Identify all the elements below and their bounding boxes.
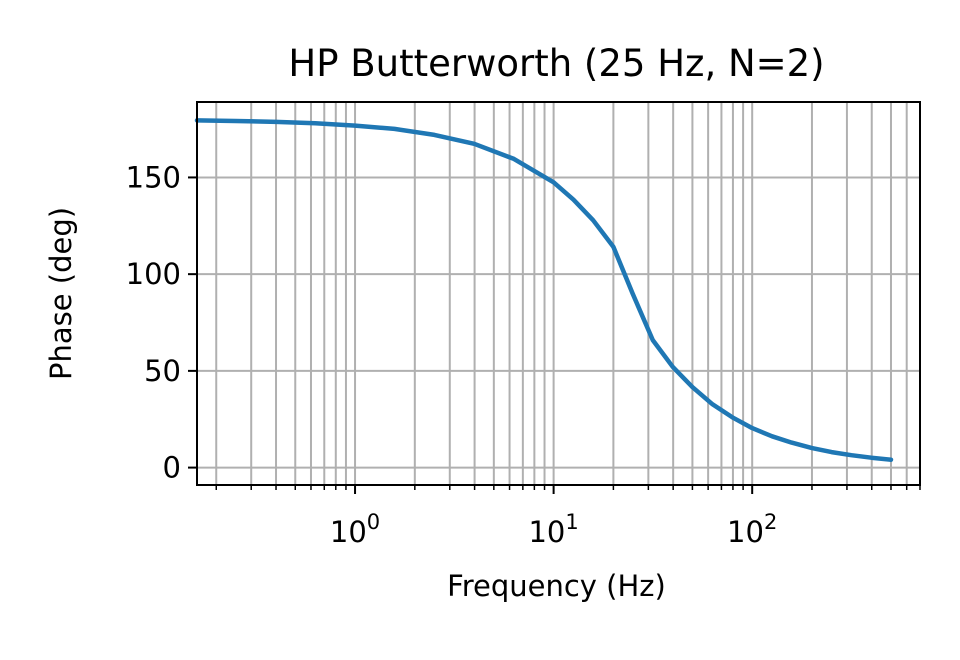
- x-tick-label: 100: [330, 510, 380, 549]
- y-axis-label: Phase (deg): [44, 207, 78, 380]
- x-tick-exponent: 0: [367, 510, 380, 534]
- x-tick-base: 10: [330, 515, 367, 549]
- y-tick-label: 50: [144, 354, 181, 388]
- series-line: [194, 118, 894, 462]
- x-tick-base: 10: [727, 515, 764, 549]
- y-tick-label: 0: [163, 451, 181, 485]
- series-layer: [194, 118, 894, 462]
- y-tick-label: 150: [126, 160, 181, 194]
- grid: [197, 102, 921, 485]
- x-tick-base: 10: [528, 515, 565, 549]
- x-tick-label: 102: [727, 510, 777, 549]
- axes-frame: [196, 101, 921, 486]
- y-tick-label: 100: [126, 257, 181, 291]
- x-axis-label: Frequency (Hz): [447, 569, 666, 603]
- x-tick-exponent: 2: [764, 510, 777, 534]
- x-tick-exponent: 1: [565, 510, 578, 534]
- chart-title: HP Butterworth (25 Hz, N=2): [288, 42, 824, 85]
- x-tick-label: 101: [528, 510, 578, 549]
